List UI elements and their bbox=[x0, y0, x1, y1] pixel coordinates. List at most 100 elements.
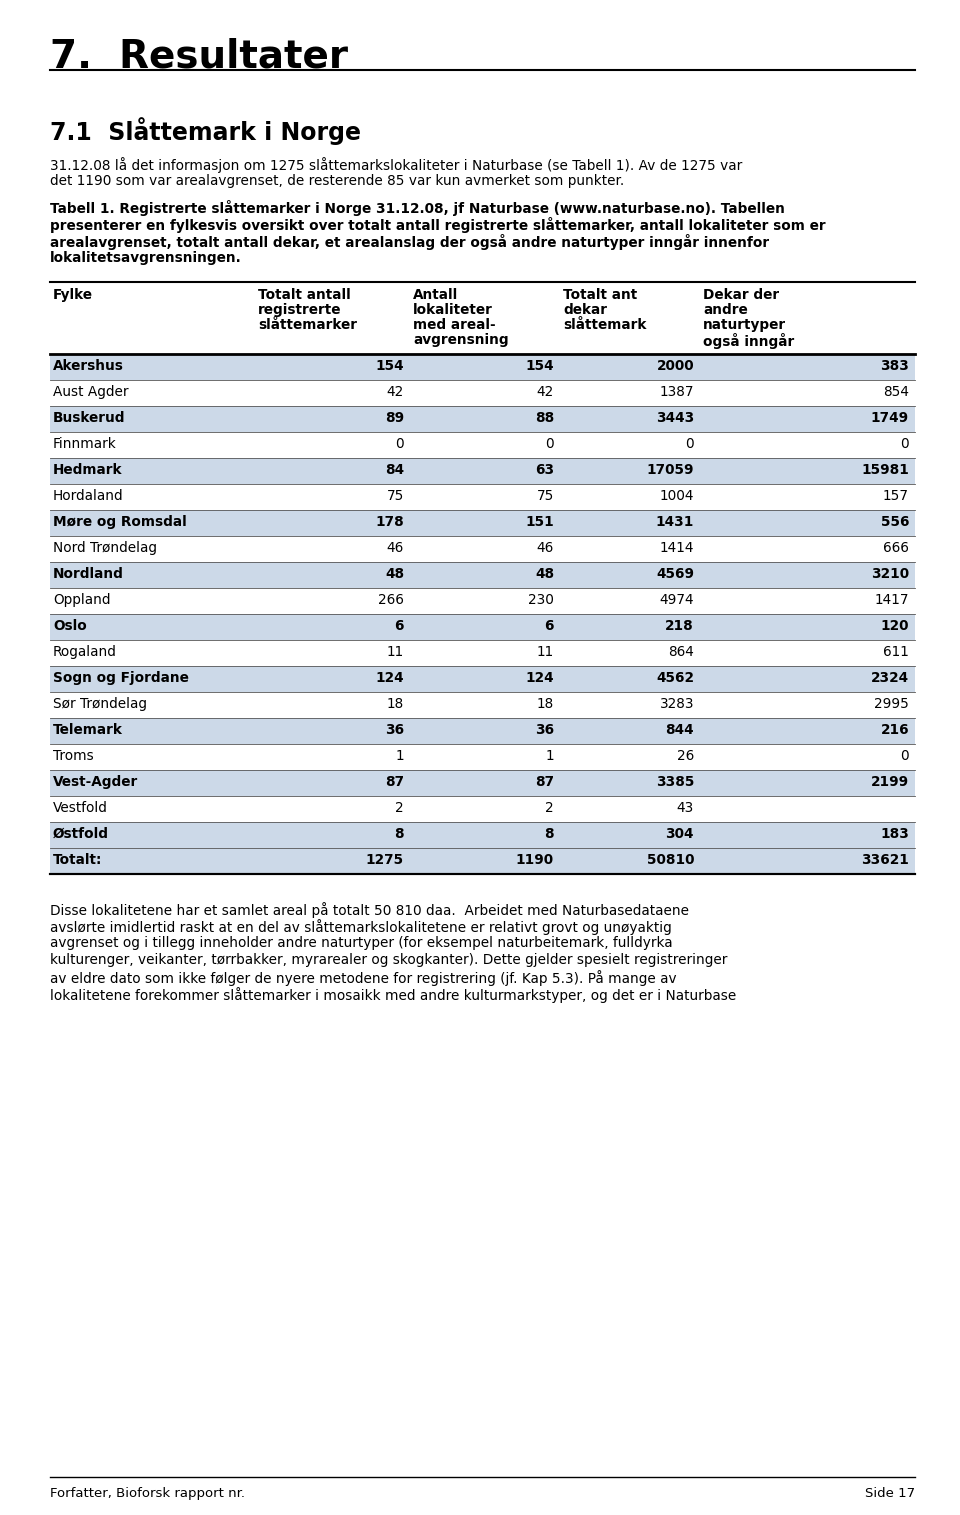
Text: 63: 63 bbox=[535, 464, 554, 477]
Text: Oppland: Oppland bbox=[53, 592, 110, 608]
Text: 11: 11 bbox=[537, 645, 554, 659]
Text: 0: 0 bbox=[685, 436, 694, 451]
Text: Totalt:: Totalt: bbox=[53, 853, 103, 867]
Text: 33621: 33621 bbox=[861, 853, 909, 867]
Text: 154: 154 bbox=[375, 359, 404, 373]
Text: Telemark: Telemark bbox=[53, 723, 123, 736]
Text: 2000: 2000 bbox=[657, 359, 694, 373]
Text: 87: 87 bbox=[535, 776, 554, 789]
Text: kulturenger, veikanter, tørrbakker, myrarealer og skogkanter). Dette gjelder spe: kulturenger, veikanter, tørrbakker, myra… bbox=[50, 953, 728, 967]
Text: 3283: 3283 bbox=[660, 697, 694, 711]
Text: Hedmark: Hedmark bbox=[53, 464, 123, 477]
Text: 4569: 4569 bbox=[656, 567, 694, 580]
Text: 48: 48 bbox=[535, 567, 554, 580]
Text: 1431: 1431 bbox=[656, 515, 694, 529]
Text: 0: 0 bbox=[545, 436, 554, 451]
Text: 216: 216 bbox=[880, 723, 909, 736]
Text: 844: 844 bbox=[665, 723, 694, 736]
Text: 3443: 3443 bbox=[656, 411, 694, 426]
Text: Buskerud: Buskerud bbox=[53, 411, 126, 426]
Bar bbox=[50, 614, 915, 639]
Text: 157: 157 bbox=[883, 489, 909, 503]
Bar bbox=[50, 823, 915, 848]
Text: andre: andre bbox=[703, 303, 748, 317]
Text: 50810: 50810 bbox=[646, 853, 694, 867]
Text: 304: 304 bbox=[665, 827, 694, 841]
Text: 17059: 17059 bbox=[646, 464, 694, 477]
Bar bbox=[50, 562, 915, 588]
Text: 43: 43 bbox=[677, 801, 694, 815]
Text: 1414: 1414 bbox=[660, 541, 694, 554]
Text: Totalt antall: Totalt antall bbox=[258, 288, 350, 301]
Text: 124: 124 bbox=[525, 671, 554, 685]
Text: 0: 0 bbox=[900, 748, 909, 764]
Text: Antall: Antall bbox=[413, 288, 458, 301]
Text: 8: 8 bbox=[544, 827, 554, 841]
Text: dekar: dekar bbox=[563, 303, 607, 317]
Text: 46: 46 bbox=[387, 541, 404, 554]
Text: 7.  Resultater: 7. Resultater bbox=[50, 36, 348, 76]
Bar bbox=[50, 718, 915, 744]
Text: 2199: 2199 bbox=[871, 776, 909, 789]
Text: 15981: 15981 bbox=[861, 464, 909, 477]
Text: Østfold: Østfold bbox=[53, 827, 109, 841]
Bar bbox=[50, 770, 915, 795]
Text: Nordland: Nordland bbox=[53, 567, 124, 580]
Text: lokaliteter: lokaliteter bbox=[413, 303, 492, 317]
Text: 1275: 1275 bbox=[366, 853, 404, 867]
Text: Sør Trøndelag: Sør Trøndelag bbox=[53, 697, 147, 711]
Text: Troms: Troms bbox=[53, 748, 94, 764]
Text: 1004: 1004 bbox=[660, 489, 694, 503]
Text: 151: 151 bbox=[525, 515, 554, 529]
Text: 178: 178 bbox=[375, 515, 404, 529]
Text: 854: 854 bbox=[883, 385, 909, 398]
Text: 18: 18 bbox=[537, 697, 554, 711]
Bar bbox=[50, 458, 915, 483]
Text: 8: 8 bbox=[395, 827, 404, 841]
Text: 6: 6 bbox=[395, 620, 404, 633]
Text: naturtyper: naturtyper bbox=[703, 318, 786, 332]
Text: 2995: 2995 bbox=[875, 697, 909, 711]
Text: Nord Trøndelag: Nord Trøndelag bbox=[53, 541, 157, 554]
Text: 383: 383 bbox=[880, 359, 909, 373]
Text: 1387: 1387 bbox=[660, 385, 694, 398]
Text: Oslo: Oslo bbox=[53, 620, 86, 633]
Text: 120: 120 bbox=[880, 620, 909, 633]
Text: Totalt ant: Totalt ant bbox=[563, 288, 637, 301]
Text: Vestfold: Vestfold bbox=[53, 801, 108, 815]
Text: 11: 11 bbox=[387, 645, 404, 659]
Text: Hordaland: Hordaland bbox=[53, 489, 124, 503]
Bar bbox=[50, 511, 915, 536]
Text: Tabell 1. Registrerte slåttemarker i Norge 31.12.08, jf Naturbase (www.naturbase: Tabell 1. Registrerte slåttemarker i Nor… bbox=[50, 200, 785, 217]
Text: også inngår: også inngår bbox=[703, 333, 794, 348]
Bar bbox=[50, 848, 915, 874]
Bar bbox=[50, 355, 915, 380]
Text: Side 17: Side 17 bbox=[865, 1488, 915, 1500]
Bar bbox=[50, 667, 915, 692]
Text: Fylke: Fylke bbox=[53, 288, 93, 301]
Text: lokalitetsavgrensningen.: lokalitetsavgrensningen. bbox=[50, 251, 242, 265]
Text: 1190: 1190 bbox=[516, 853, 554, 867]
Text: 218: 218 bbox=[665, 620, 694, 633]
Text: arealavgrenset, totalt antall dekar, et arealanslag der også andre naturtyper in: arealavgrenset, totalt antall dekar, et … bbox=[50, 233, 769, 250]
Text: 864: 864 bbox=[668, 645, 694, 659]
Text: det 1190 som var arealavgrenset, de resterende 85 var kun avmerket som punkter.: det 1190 som var arealavgrenset, de rest… bbox=[50, 174, 624, 188]
Text: 266: 266 bbox=[378, 592, 404, 608]
Text: 1: 1 bbox=[396, 748, 404, 764]
Text: 36: 36 bbox=[535, 723, 554, 736]
Text: 1: 1 bbox=[545, 748, 554, 764]
Text: slåttemark: slåttemark bbox=[563, 318, 646, 332]
Text: 89: 89 bbox=[385, 411, 404, 426]
Text: 7.1  Slåttemark i Norge: 7.1 Slåttemark i Norge bbox=[50, 117, 361, 145]
Text: 36: 36 bbox=[385, 723, 404, 736]
Text: 124: 124 bbox=[375, 671, 404, 685]
Text: 42: 42 bbox=[537, 385, 554, 398]
Text: 4974: 4974 bbox=[660, 592, 694, 608]
Text: 1749: 1749 bbox=[871, 411, 909, 426]
Text: 75: 75 bbox=[387, 489, 404, 503]
Text: av eldre dato som ikke følger de nyere metodene for registrering (jf. Kap 5.3). : av eldre dato som ikke følger de nyere m… bbox=[50, 970, 677, 986]
Text: presenterer en fylkesvis oversikt over totalt antall registrerte slåttemarker, a: presenterer en fylkesvis oversikt over t… bbox=[50, 217, 826, 233]
Text: 88: 88 bbox=[535, 411, 554, 426]
Text: 611: 611 bbox=[883, 645, 909, 659]
Text: 556: 556 bbox=[880, 515, 909, 529]
